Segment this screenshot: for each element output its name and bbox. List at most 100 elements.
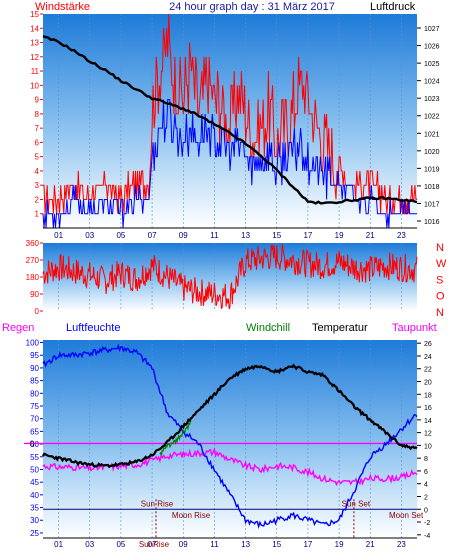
temperature-tick-label: 0: [424, 507, 428, 514]
pressure-tick-label: 1026: [424, 44, 440, 51]
wind-tick-label: 7: [35, 124, 40, 133]
hour-tick-label: 07: [148, 540, 157, 549]
humidity-tick-label: 35: [30, 504, 39, 513]
pressure-tick-label: 1019: [424, 166, 440, 173]
humidity-tick-label: 60: [30, 440, 39, 449]
temperature-tick-label: -4: [424, 533, 430, 540]
pressure-tick-label: 1027: [424, 26, 440, 33]
humidity-tick-label: 85: [30, 377, 39, 386]
wind-tick-label: 11: [31, 67, 40, 76]
hour-tick-label: 21: [366, 231, 375, 240]
temperature-series: 0: [24, 343, 418, 530]
direction-tick-label: 270: [26, 256, 40, 265]
humidity-tick-label: 100: [26, 339, 40, 348]
pressure-tick-label: 1024: [424, 79, 440, 86]
humidity-tick-label: 75: [30, 402, 39, 411]
humidity-tick-label: 55: [30, 453, 39, 462]
hour-axis-ticks-bottom: 01 03 05 07 09 11 13 15 17 19 21 23 SunRise: [43, 537, 417, 549]
hour-tick-label: 15: [272, 231, 281, 240]
wind-tick-label: 12: [30, 53, 39, 62]
gust-line: [43, 13, 417, 215]
wind-tick-label: 6: [35, 138, 40, 147]
temperature-tick-label: 6: [424, 469, 428, 476]
hour-tick-label: 05: [116, 540, 125, 549]
direction-series: [42, 243, 418, 310]
humidity-tick-label: 30: [30, 516, 39, 525]
humidity-tick-label: 80: [30, 389, 39, 398]
hour-tick-label: 07: [148, 231, 157, 240]
hour-tick-label: 01: [54, 540, 63, 549]
wind-tick-label: 9: [35, 96, 40, 105]
humidity-tick-label: 90: [30, 364, 39, 373]
hour-tick-label: 17: [303, 540, 312, 549]
direction-tick-label: 90: [30, 290, 39, 299]
wind-pressure-panel: 24 hour graph day : 31 März 2017 Windstä…: [30, 1, 440, 240]
direction-axis-ticks: 0 90 180 270 360: [26, 239, 43, 316]
humidity-label: Luftfeuchte: [66, 322, 120, 334]
pressure-tick-label: 1017: [424, 201, 440, 208]
hour-tick-label: 23: [397, 231, 406, 240]
windchill-label: Windchill: [246, 322, 290, 334]
temperature-tick-label: 10: [424, 443, 432, 450]
direction-tick-label: 180: [26, 273, 40, 282]
temperature-tick-label: 2: [424, 494, 428, 501]
temperature-tick-label: 4: [424, 482, 428, 489]
compass-label: W: [436, 258, 447, 270]
wind-tick-label: 1: [35, 210, 40, 219]
wind-tick-label: 4: [35, 167, 40, 176]
wind-tick-label: 5: [35, 153, 40, 162]
hour-tick-label: 03: [85, 540, 94, 549]
pressure-axis-label: Luftdruck: [370, 1, 416, 13]
temperature-line: [42, 363, 418, 469]
pressure-tick-label: 1016: [424, 219, 440, 226]
wind-tick-label: 14: [30, 24, 39, 33]
hour-tick-label: 11: [210, 540, 219, 549]
compass-label: S: [436, 274, 443, 286]
humidity-tick-label: 40: [30, 491, 39, 500]
pressure-line: [42, 34, 418, 205]
zero-reference-label: 0: [30, 439, 35, 448]
pressure-tick-label: 1023: [424, 96, 440, 103]
temperature-tick-label: 20: [424, 380, 432, 387]
humidity-line: [42, 343, 418, 530]
humidity-tick-label: 45: [30, 478, 39, 487]
hour-tick-label: 05: [116, 231, 125, 240]
temperature-tick-label: 26: [424, 341, 432, 348]
hour-tick-label: 13: [241, 231, 250, 240]
hour-axis-ticks: 01 03 05 07 09 11 13 15 17 19 21 23: [43, 227, 417, 240]
wind-tick-label: 10: [30, 81, 39, 90]
pressure-tick-label: 1025: [424, 61, 440, 68]
temperature-tick-label: 18: [424, 392, 432, 399]
wind-series: [42, 13, 418, 229]
direction-tick-label: 360: [26, 239, 40, 248]
sun-set-label: Sun Set: [342, 499, 371, 508]
temperature-tick-label: 24: [424, 354, 432, 361]
pressure-tick-label: 1020: [424, 149, 440, 156]
temperature-tick-label: -2: [424, 520, 430, 527]
direction-tick-label: 0: [35, 307, 40, 316]
humidity-tick-label: 95: [30, 351, 39, 360]
wind-tick-label: 15: [30, 10, 39, 19]
hour-tick-label: 17: [303, 231, 312, 240]
temperature-tick-label: 16: [424, 405, 432, 412]
hour-tick-label: 11: [210, 231, 219, 240]
rain-label: Regen: [2, 322, 34, 334]
wind-axis-label: Windstärke: [35, 1, 90, 13]
hour-tick-label: 23: [397, 540, 406, 549]
wind-tick-label: 8: [35, 110, 40, 119]
moon-set-label: Moon Set: [389, 511, 424, 520]
humidity-tick-label: 50: [30, 465, 39, 474]
dewpoint-label: Taupunkt: [392, 322, 437, 334]
wind-tick-label: 3: [35, 181, 40, 190]
temperature-tick-label: 14: [424, 418, 432, 425]
hour-tick-label: 01: [54, 231, 63, 240]
compass-label: N: [436, 307, 444, 319]
pressure-axis-ticks: 1016 1017 1018 1019 1020 1021 1022 1023 1024 1025…: [417, 26, 440, 226]
humidity-axis-ticks: 25 30 35 40 45 50 55 60 65 70 75 80 85 90 95 100: [26, 339, 43, 538]
pressure-tick-label: 1022: [424, 114, 440, 121]
